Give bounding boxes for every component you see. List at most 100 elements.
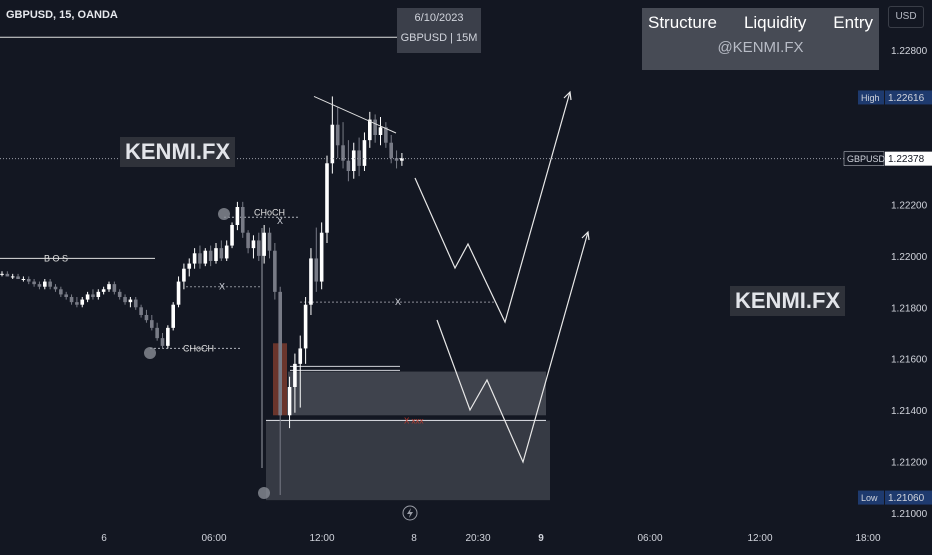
x-tick-label: 8 <box>411 533 417 544</box>
date-label: 6/10/2023 <box>414 12 464 24</box>
date-box: 6/10/2023 GBPUSD | 15M <box>397 8 481 53</box>
candle-body <box>314 258 319 282</box>
symbol-title: GBPUSD, 15, OANDA <box>6 9 118 21</box>
candle-body <box>171 304 175 328</box>
y-tick-label: 1.21800 <box>891 303 928 314</box>
candle-body <box>319 232 324 282</box>
tag-handle: @KENMI.FX <box>717 39 804 56</box>
candle-body <box>278 291 282 416</box>
projection-1 <box>414 91 571 324</box>
projection-2-arrowhead <box>581 230 590 241</box>
candle-body <box>368 119 372 141</box>
watermark-left: KENMI.FX <box>120 137 236 167</box>
candle-body <box>144 315 149 321</box>
candle-body <box>262 232 266 256</box>
candle-body <box>298 348 303 364</box>
swing-high-marker <box>218 208 230 220</box>
candle-body <box>155 327 159 339</box>
candle-body <box>48 281 52 287</box>
candle-body <box>287 387 292 416</box>
candle-body <box>187 263 192 269</box>
candle-body <box>53 286 58 290</box>
candle-body <box>5 273 10 277</box>
x-top-label: X <box>277 216 283 226</box>
y-tick-label: 1.22000 <box>891 252 928 263</box>
y-tick-label: 1.21000 <box>891 509 928 520</box>
tag-liquidity: Liquidity <box>743 13 807 32</box>
candle-body <box>59 289 63 295</box>
candle-body <box>128 299 133 303</box>
candle-body <box>107 284 111 290</box>
candle-body <box>325 163 329 233</box>
trendline <box>313 95 397 134</box>
price-marker-label: GBPUSD <box>847 154 886 164</box>
candle-body <box>240 207 245 233</box>
x-tick-label: 12:00 <box>309 533 334 544</box>
candle-body <box>219 248 224 259</box>
y-tick-label: 1.22200 <box>891 200 928 211</box>
candle-body <box>208 250 213 261</box>
candle-body <box>117 291 122 297</box>
candle-body <box>330 124 335 164</box>
watermark-right: KENMI.FX <box>730 286 846 316</box>
y-tick-label: 1.22800 <box>891 46 928 57</box>
candle-body <box>91 294 95 297</box>
candle-body <box>123 297 127 303</box>
tag-box: Structure Liquidity Entry @KENMI.FX <box>642 8 879 70</box>
lightning-bolt <box>407 508 413 518</box>
choch-low-label: CHoCH <box>183 343 214 353</box>
x-tick-label: 9 <box>538 533 544 544</box>
lower-zone <box>266 420 550 501</box>
candle-body <box>400 158 404 161</box>
price-marker-label: High <box>861 93 880 103</box>
candle-body <box>309 258 313 305</box>
candle-body <box>384 127 388 143</box>
candle-body <box>273 250 277 292</box>
candle-body <box>246 232 250 249</box>
tag-structure: Structure <box>648 13 717 32</box>
x-entry-label: X xxx <box>404 416 424 425</box>
candle-body <box>150 320 154 328</box>
candle-body <box>230 225 234 246</box>
candle-body <box>251 240 256 249</box>
price-marker-label-box <box>858 90 884 105</box>
candle-body <box>160 338 165 346</box>
candle-body <box>69 297 74 303</box>
upper-zone <box>288 371 546 416</box>
candle-body <box>203 250 208 264</box>
price-marker-label: Low <box>861 493 878 503</box>
candle-body <box>224 245 229 259</box>
candle-body <box>112 284 117 292</box>
candle-body <box>357 150 361 166</box>
x-tick-label: 6 <box>101 533 107 544</box>
x-mid-label: X <box>395 297 401 307</box>
pair-label: GBPUSD | 15M <box>400 32 478 44</box>
candle-body <box>235 207 240 225</box>
candle-body <box>166 327 170 346</box>
candle-body <box>198 253 202 264</box>
projection-2 <box>436 231 589 464</box>
candle-body <box>43 281 47 287</box>
x-tick-label: 20:30 <box>465 533 490 544</box>
price-marker-value: 1.21060 <box>888 493 925 504</box>
candle-body <box>26 279 31 282</box>
y-tick-label: 1.21200 <box>891 458 928 469</box>
candle-body <box>21 279 26 280</box>
choch-high-label: CHoCH <box>254 207 285 217</box>
candle-body <box>214 248 218 261</box>
lightning-icon <box>402 505 418 521</box>
price-marker-value: 1.22378 <box>888 154 925 165</box>
candle-body <box>64 294 68 297</box>
price-marker-label-box <box>858 490 884 505</box>
price-marker-value-box <box>885 151 932 166</box>
candle-body <box>10 276 15 278</box>
candle-body <box>32 281 36 285</box>
candle-body <box>139 307 143 315</box>
swing-low-marker <box>144 347 156 359</box>
candle-body <box>37 284 42 287</box>
candle-body <box>257 240 261 256</box>
candle-body <box>75 302 79 305</box>
currency-button[interactable]: USD <box>888 6 924 28</box>
